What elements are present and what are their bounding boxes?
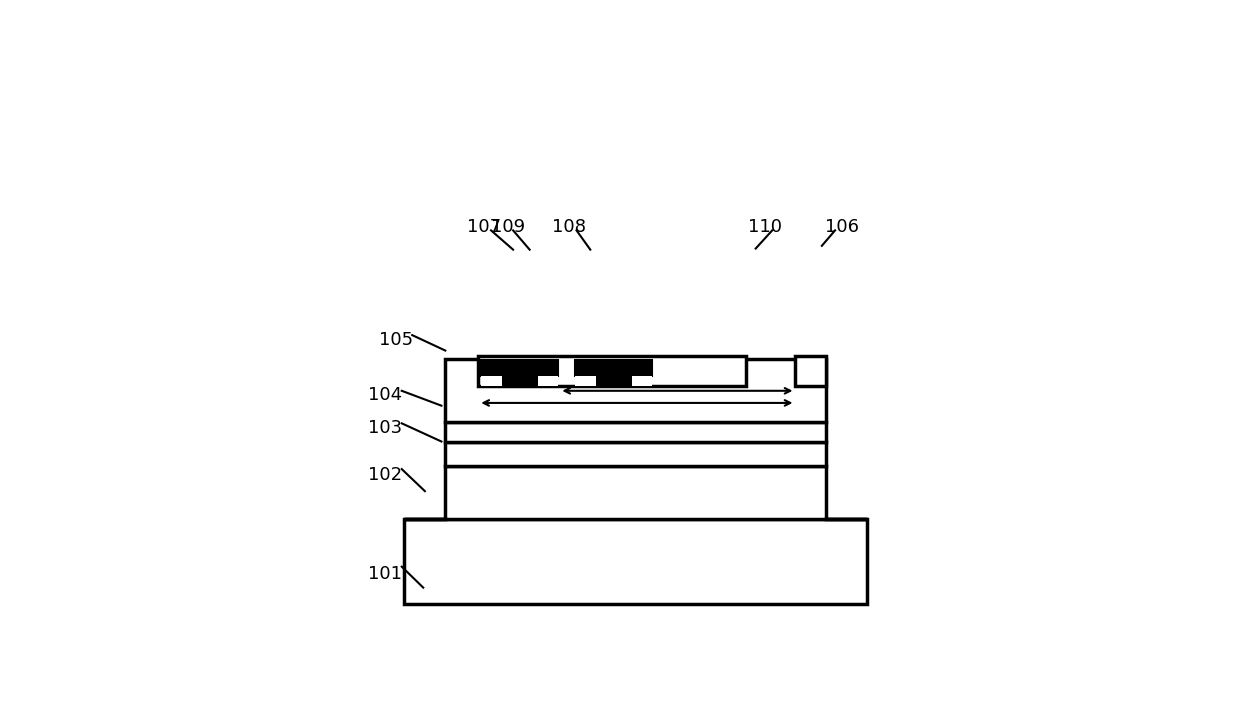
Text: 103: 103	[368, 419, 402, 437]
Bar	[445, 422, 826, 442]
Bar	[631, 377, 652, 387]
Text: 101: 101	[368, 565, 402, 583]
Bar	[795, 356, 826, 387]
Text: $l_2$: $l_2$	[630, 379, 644, 400]
Bar	[538, 377, 558, 387]
Bar	[404, 518, 867, 604]
Text: 107: 107	[466, 218, 501, 236]
Text: 104: 104	[368, 386, 402, 404]
Bar	[445, 442, 826, 466]
Bar	[502, 377, 538, 387]
Text: 105: 105	[378, 331, 413, 349]
Text: 109: 109	[491, 218, 525, 236]
Text: 110: 110	[748, 218, 782, 236]
Text: 108: 108	[552, 218, 587, 236]
Bar	[481, 360, 558, 377]
Bar	[481, 377, 502, 387]
Text: 102: 102	[368, 465, 402, 483]
Bar	[575, 377, 595, 387]
Bar	[479, 356, 745, 387]
Polygon shape	[404, 466, 867, 518]
Text: 106: 106	[826, 218, 859, 236]
Text: $l_{12}$: $l_{12}$	[667, 367, 689, 388]
Bar	[575, 360, 652, 377]
Bar	[595, 377, 631, 387]
Bar	[445, 359, 826, 422]
